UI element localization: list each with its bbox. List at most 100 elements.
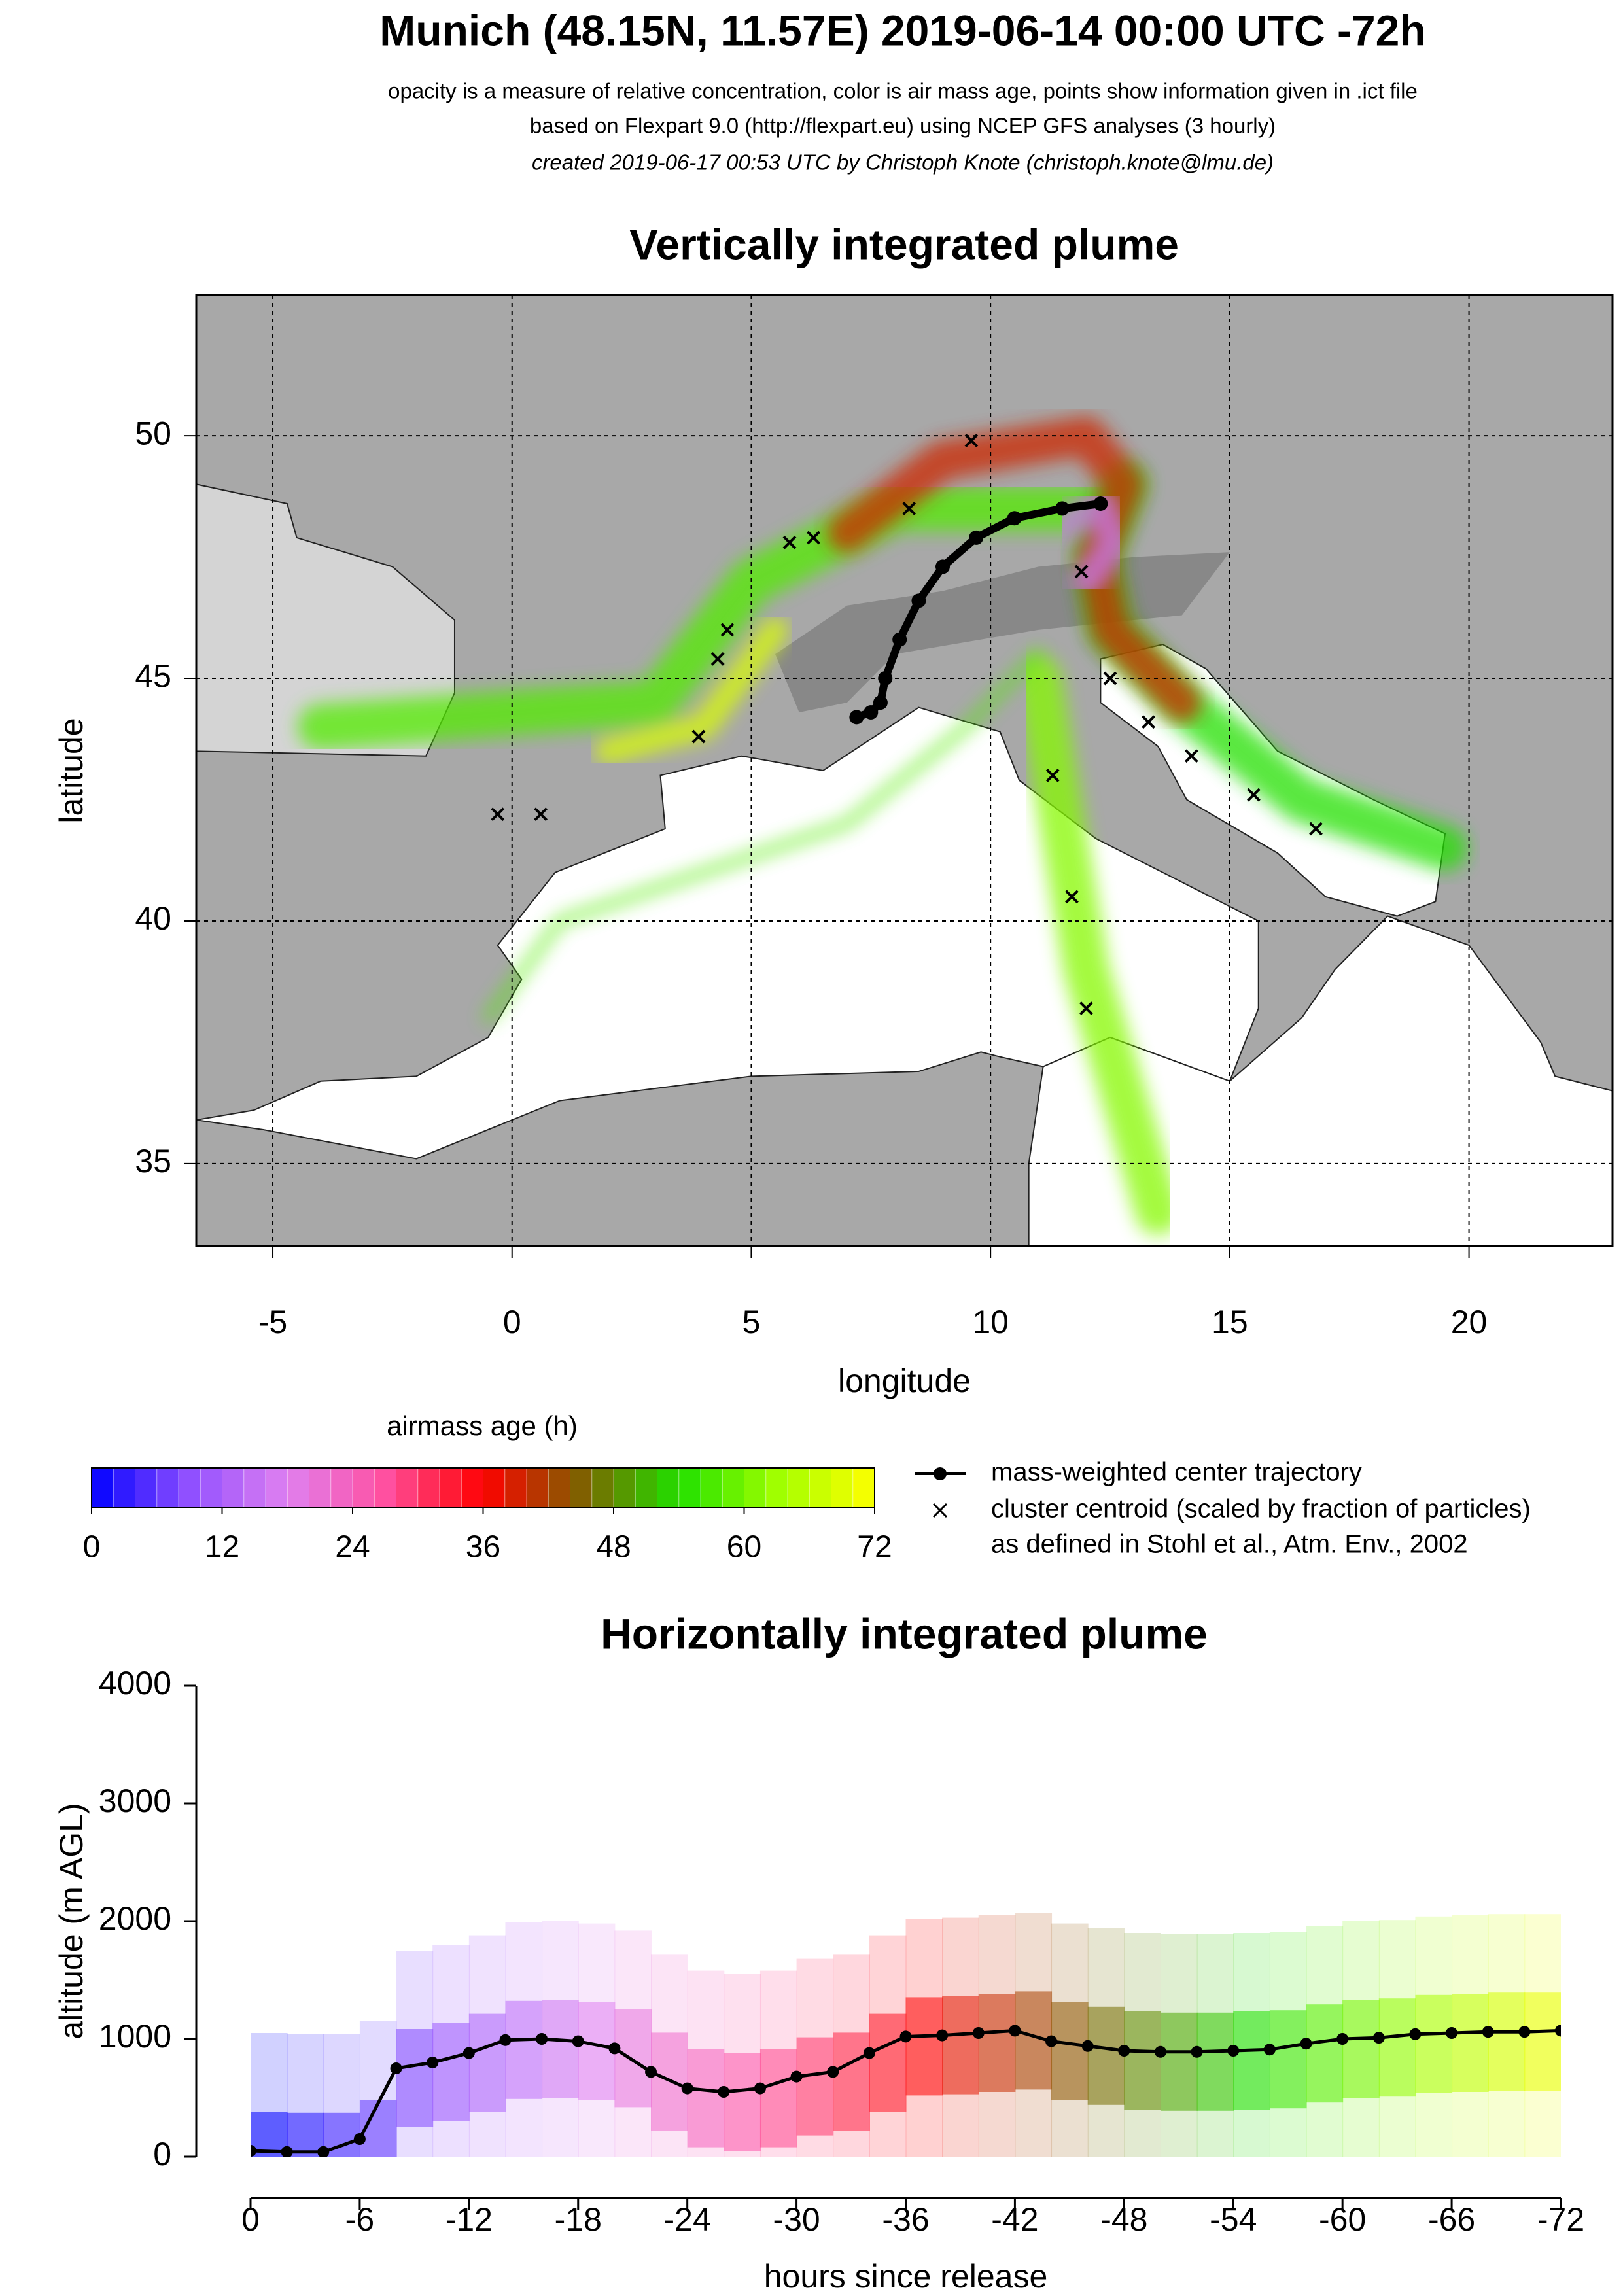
- colorbar-cell: [222, 1467, 245, 1508]
- trajectory-point: [899, 2030, 912, 2043]
- colorbar-cell: [178, 1467, 201, 1508]
- map-panel: -5 0 5 10 15 20 35 40 45 50 longitude latitude: [53, 294, 1614, 1399]
- y-tick-label: 2000: [99, 1900, 171, 1937]
- y-axis-label: latitude: [53, 718, 90, 823]
- y-tick-label: 45: [135, 657, 171, 694]
- colorbar-tick-label: 48: [596, 1530, 631, 1565]
- trajectory-point: [790, 2070, 803, 2083]
- cluster-centroid: [1309, 822, 1323, 836]
- legend-entry: mass-weighted center trajectory: [991, 1458, 1362, 1487]
- trajectory-point: [1009, 2025, 1021, 2037]
- plume-cell: [1160, 2012, 1198, 2111]
- x-tick-label: -30: [773, 2201, 820, 2238]
- x-tick-label: -54: [1210, 2201, 1257, 2238]
- plume: [827, 416, 1202, 723]
- x-tick-label: -5: [258, 1304, 287, 1340]
- plume-cell: [396, 2029, 434, 2127]
- colorbar-cell: [91, 1467, 114, 1508]
- legend-cross-symbol: [932, 1503, 948, 1518]
- plume-cell: [978, 1994, 1016, 2092]
- cluster-centroid: [807, 531, 820, 545]
- trajectory-point: [499, 2034, 512, 2046]
- x-tick-label: -12: [445, 2201, 493, 2238]
- plume-cell: [869, 2013, 907, 2112]
- cluster-centroid: [691, 729, 706, 744]
- trajectory-point: [754, 2082, 766, 2095]
- trajectory-point: [1045, 2035, 1058, 2047]
- colorbar-tick-label: 60: [727, 1530, 761, 1565]
- colorbar-cell: [483, 1467, 506, 1508]
- y-tick-label: 3000: [99, 1783, 171, 1819]
- plume-cell: [1087, 2006, 1125, 2105]
- x-tick-label: -36: [882, 2201, 929, 2238]
- trajectory-point: [969, 530, 984, 545]
- cluster-centroid: [1079, 1001, 1093, 1015]
- plot-area: [251, 1913, 1561, 2157]
- plume-cell: [833, 2032, 870, 2131]
- trajectory-point: [317, 2146, 330, 2157]
- panel-title: Horizontally integrated plume: [601, 1609, 1208, 1658]
- trajectory-point: [1482, 2026, 1494, 2038]
- trajectory-point: [935, 559, 951, 574]
- colorbar-cell: [700, 1467, 724, 1508]
- plume-cell: [1051, 2002, 1089, 2100]
- trajectory-point: [1191, 2045, 1203, 2058]
- trajectory-point: [390, 2062, 402, 2074]
- colorbar-tick-label: 12: [205, 1530, 239, 1565]
- trajectory-point: [1093, 496, 1108, 511]
- x-tick-label: -6: [345, 2201, 374, 2238]
- colorbar-cell: [374, 1467, 397, 1508]
- trajectory-point: [1446, 2027, 1458, 2039]
- colorbar-cell: [243, 1467, 266, 1508]
- colorbar-cell: [678, 1467, 701, 1508]
- y-tick-label: 0: [153, 2136, 171, 2172]
- plume-cell: [796, 2037, 834, 2136]
- x-axis-label: longitude: [838, 1363, 971, 1399]
- plume-cell: [1342, 2000, 1380, 2098]
- colorbar-cell: [613, 1467, 637, 1508]
- colorbar-cell: [156, 1467, 179, 1508]
- colorbar-cell: [657, 1467, 680, 1508]
- x-tick-label: -24: [664, 2201, 711, 2238]
- trajectory-point: [936, 2029, 949, 2042]
- colorbar-cell: [113, 1467, 136, 1508]
- y-axis-label: altitude (m AGL): [53, 1803, 90, 2039]
- trajectory-point: [1081, 2040, 1094, 2052]
- y-tick-label: 1000: [99, 2018, 171, 2055]
- trajectory-point: [1336, 2033, 1349, 2045]
- colorbar-cell: [526, 1467, 550, 1508]
- colorbar-cell: [200, 1467, 223, 1508]
- y-tick-label: 50: [135, 415, 171, 451]
- plume-cell: [1306, 2004, 1344, 2103]
- x-tick-label: 5: [742, 1304, 761, 1340]
- figure-title: Munich (48.15N, 11.57E) 2019-06-14 00:00…: [379, 6, 1425, 54]
- plume-cell: [905, 1997, 943, 2096]
- colorbar-cell: [461, 1467, 484, 1508]
- trajectory-point: [608, 2042, 621, 2055]
- plume-cell: [759, 2049, 797, 2148]
- colorbar-cell: [831, 1467, 854, 1508]
- x-tick-label: 15: [1212, 1304, 1248, 1340]
- legend-note: as defined in Stohl et al., Atm. Env., 2…: [991, 1530, 1468, 1559]
- trajectory-point: [718, 2086, 730, 2098]
- plume-cell: [1233, 2011, 1270, 2110]
- panel-title: Vertically integrated plume: [629, 220, 1179, 268]
- y-tick-label: 35: [135, 1143, 171, 1179]
- trajectory-point: [1263, 2044, 1276, 2056]
- colorbar-tick-label: 24: [335, 1530, 370, 1565]
- trajectory-point: [863, 2047, 875, 2059]
- trajectory-point: [827, 2066, 839, 2078]
- trajectory-point: [892, 632, 907, 647]
- plume-cell: [1378, 1998, 1416, 2097]
- x-tick-label: 0: [241, 2201, 260, 2238]
- plume-cell: [1415, 1994, 1453, 2093]
- colorbar-cell: [417, 1467, 440, 1508]
- x-tick-label: 10: [972, 1304, 1009, 1340]
- colorbar-cell: [287, 1467, 310, 1508]
- trajectory-point: [1409, 2028, 1422, 2040]
- y-tick-label: 40: [135, 900, 171, 937]
- trajectory-point: [251, 2145, 256, 2157]
- colorbar-cell: [265, 1467, 288, 1508]
- cluster-centroid: [1045, 769, 1060, 782]
- colorbar-tick-label: 36: [466, 1530, 500, 1565]
